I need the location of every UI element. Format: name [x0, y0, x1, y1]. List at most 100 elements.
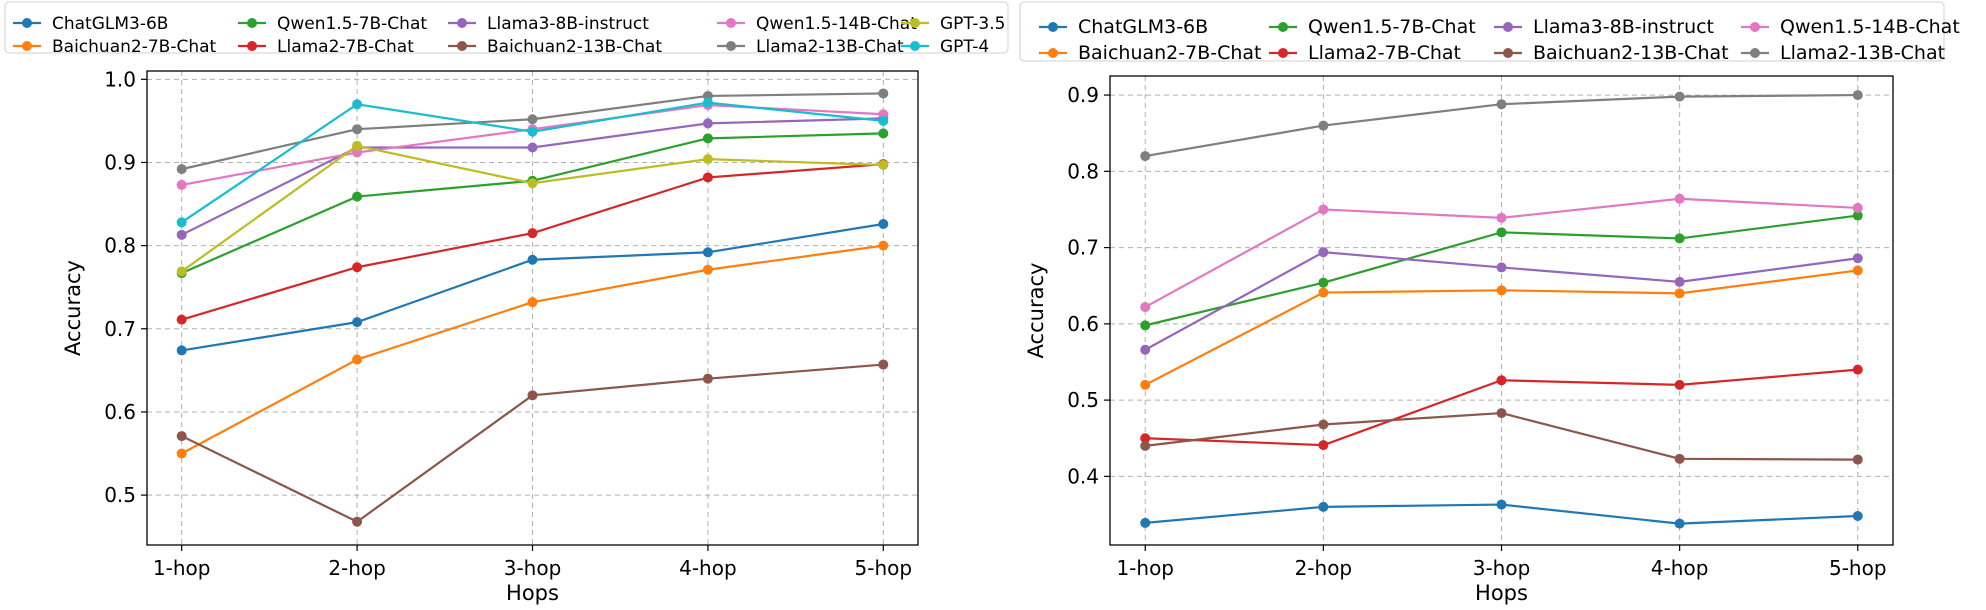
data-point	[1496, 99, 1507, 110]
y-tick-label: 0.7	[1067, 236, 1099, 260]
x-axis-title: Hops	[506, 581, 559, 605]
data-point	[352, 191, 363, 202]
x-tick-label: 5-hop	[1829, 556, 1887, 580]
data-point	[527, 126, 538, 137]
data-point	[1674, 453, 1685, 464]
x-tick-label: 2-hop	[328, 556, 386, 580]
legend-marker	[726, 18, 736, 28]
data-point	[176, 314, 187, 325]
x-tick-label: 3-hop	[1473, 556, 1531, 580]
y-tick-label: 0.7	[104, 317, 136, 341]
data-point	[1852, 265, 1863, 276]
data-point	[1140, 440, 1151, 451]
data-point	[702, 97, 713, 108]
data-point	[1318, 287, 1329, 298]
y-tick-label: 0.6	[104, 400, 136, 424]
data-point	[176, 179, 187, 190]
legend-marker	[247, 41, 257, 51]
data-point	[352, 262, 363, 273]
data-point	[1318, 277, 1329, 288]
data-point	[1318, 247, 1329, 258]
data-point	[878, 88, 889, 99]
data-point	[878, 115, 889, 126]
data-point	[352, 354, 363, 365]
data-point	[1140, 320, 1151, 331]
data-point	[352, 124, 363, 135]
legend-marker	[22, 18, 32, 28]
data-point	[1496, 375, 1507, 386]
legend-marker	[457, 41, 467, 51]
x-tick-label: 4-hop	[679, 556, 737, 580]
legend-marker	[247, 18, 257, 28]
y-axis-title: Accuracy	[61, 260, 85, 356]
legend-label: Llama3-8B-instruct	[1533, 16, 1714, 38]
data-point	[1496, 262, 1507, 273]
y-tick-label: 0.5	[1067, 388, 1099, 412]
legend-marker	[1503, 48, 1513, 58]
data-point	[1318, 204, 1329, 215]
data-point	[1140, 433, 1151, 444]
data-point	[702, 247, 713, 258]
x-tick-label: 4-hop	[1651, 556, 1709, 580]
x-tick-label: 1-hop	[153, 556, 211, 580]
legend-marker	[1750, 48, 1760, 58]
data-point	[702, 172, 713, 183]
legend-label: Qwen1.5-7B-Chat	[277, 14, 427, 34]
data-point	[702, 133, 713, 144]
data-point	[352, 140, 363, 151]
data-point	[1318, 501, 1329, 512]
data-point	[1852, 253, 1863, 264]
legend-marker	[910, 41, 920, 51]
data-point	[702, 264, 713, 275]
legend-label: Baichuan2-13B-Chat	[487, 37, 662, 57]
legend-label: Llama2-7B-Chat	[1308, 42, 1461, 64]
data-point	[1496, 499, 1507, 510]
legend-marker	[1048, 48, 1058, 58]
data-point	[352, 516, 363, 527]
legend-label: Qwen1.5-7B-Chat	[1308, 16, 1476, 38]
legend-label: GPT-4	[940, 37, 989, 57]
data-point	[527, 390, 538, 401]
legend-label: Qwen1.5-14B-Chat	[1780, 16, 1960, 38]
legend-label: Llama3-8B-instruct	[487, 14, 649, 34]
data-point	[1496, 408, 1507, 419]
data-point	[527, 297, 538, 308]
data-point	[878, 240, 889, 251]
legend-marker	[726, 41, 736, 51]
y-tick-label: 0.9	[104, 150, 136, 174]
x-tick-label: 5-hop	[855, 556, 913, 580]
data-point	[1852, 511, 1863, 522]
legend-marker	[22, 41, 32, 51]
x-tick-label: 3-hop	[504, 556, 562, 580]
legend-marker	[1750, 22, 1760, 32]
data-point	[352, 317, 363, 328]
data-point	[1140, 517, 1151, 528]
data-point	[1674, 233, 1685, 244]
y-tick-label: 0.8	[1067, 159, 1099, 183]
data-point	[352, 99, 363, 110]
legend-label: Baichuan2-13B-Chat	[1533, 42, 1729, 64]
data-point	[1140, 344, 1151, 355]
legend-label: Llama2-13B-Chat	[756, 37, 904, 57]
data-point	[1852, 202, 1863, 213]
data-point	[1318, 440, 1329, 451]
data-point	[1140, 302, 1151, 313]
data-point	[176, 217, 187, 228]
data-point	[1852, 454, 1863, 465]
data-point	[1852, 364, 1863, 375]
x-tick-label: 1-hop	[1116, 556, 1174, 580]
legend-box	[1019, 1, 1945, 62]
data-point	[1318, 419, 1329, 430]
chart-left: 1-hop 2-hop 3-hop 4-hop 5-hop 0.5 0.6 0.7 0.8 0.9…	[4, 1, 1009, 605]
y-tick-label: 0.9	[1067, 83, 1099, 107]
data-point	[1318, 120, 1329, 131]
data-point	[1674, 288, 1685, 299]
legend-label: GPT-3.5	[940, 14, 1005, 34]
legend-label: Llama2-7B-Chat	[277, 37, 414, 57]
x-tick-label: 2-hop	[1295, 556, 1353, 580]
y-tick-label: 0.5	[104, 483, 136, 507]
data-point	[702, 154, 713, 165]
data-point	[1496, 227, 1507, 238]
legend-box	[4, 1, 1009, 54]
